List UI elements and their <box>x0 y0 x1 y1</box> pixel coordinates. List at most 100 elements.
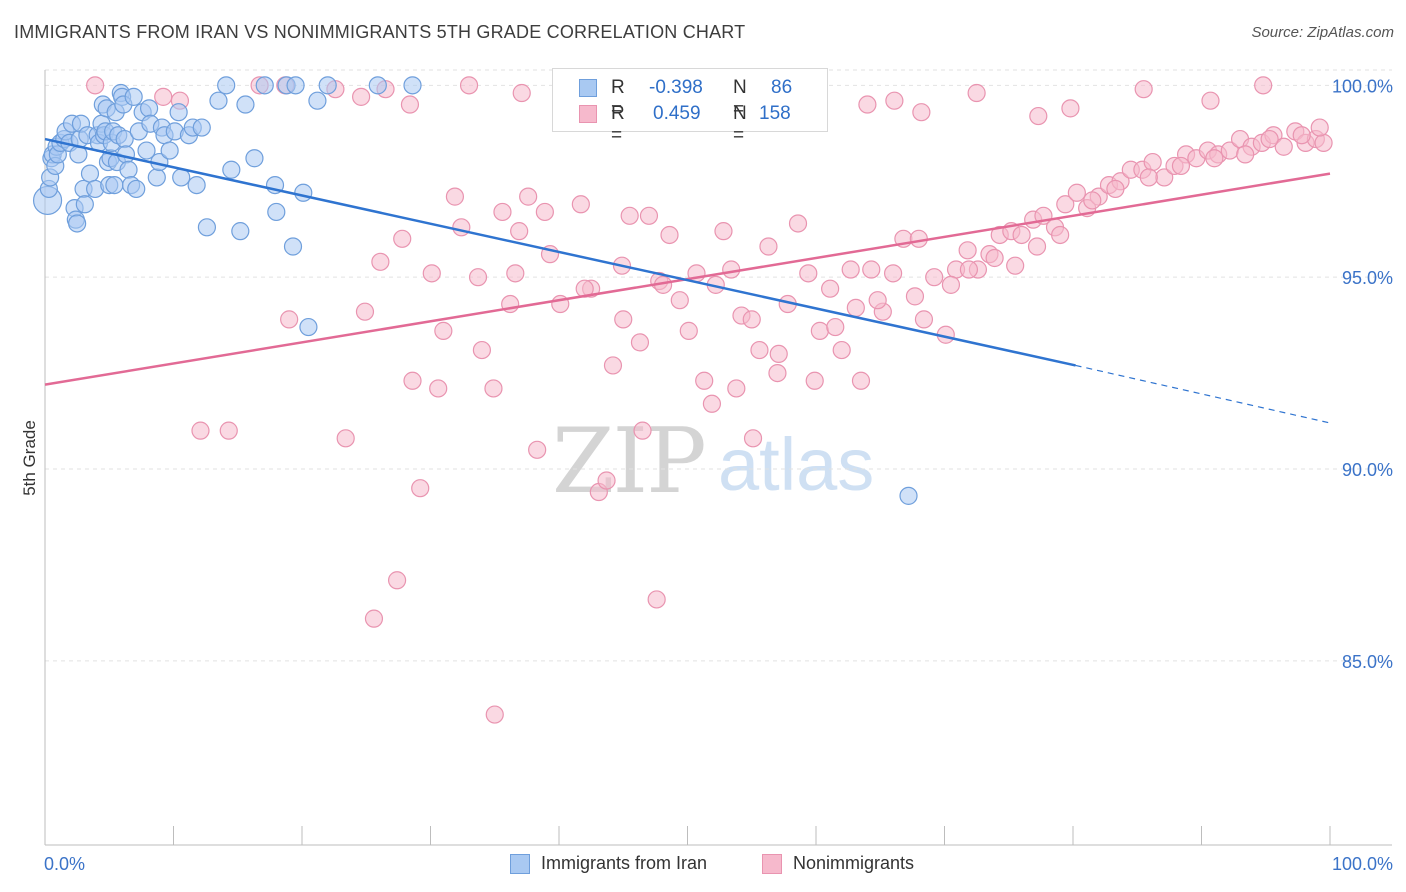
nonimmigrants-point <box>1029 106 1048 126</box>
nonimmigrants-point <box>352 87 371 106</box>
nonimmigrants-point <box>925 268 944 287</box>
iran-point <box>236 95 255 114</box>
iran-point <box>197 218 217 237</box>
nonimmigrants-point <box>633 421 652 440</box>
nonimmigrants-point <box>1134 80 1153 99</box>
nonimmigrants-point <box>1027 237 1047 256</box>
nonimmigrants-point <box>985 248 1004 268</box>
nonimmigrants-point <box>1171 156 1191 176</box>
x-tick-label: 100.0% <box>1332 854 1393 874</box>
nonimmigrants-point <box>868 291 887 310</box>
nonimmigrants-point <box>630 333 650 352</box>
iran-point <box>308 91 327 110</box>
nonimmigrants-points <box>86 76 1333 724</box>
nonimmigrants-point <box>846 298 865 317</box>
iran-point <box>283 237 303 256</box>
iran-point <box>169 103 188 122</box>
nonimmigrants-point <box>154 87 173 106</box>
nonimmigrants-point <box>750 340 769 360</box>
series-label-nonimmigrants: Nonimmigrants <box>793 853 915 873</box>
watermark-atlas: atlas <box>718 423 874 506</box>
axis-labels: 85.0% 90.0% 95.0% 100.0% 0.0% 100.0% 5th Grade <box>20 76 1393 874</box>
nonimmigrants-point <box>722 260 741 279</box>
nonimmigrants-point <box>535 202 554 222</box>
nonimmigrants-point <box>759 237 778 256</box>
nonimmigrants-point <box>1260 129 1279 149</box>
iran-point <box>899 486 918 505</box>
nonimmigrants-point <box>909 229 928 248</box>
iran-point <box>80 164 100 183</box>
nonimmigrants-point <box>403 371 422 390</box>
watermark: ZIP atlas <box>552 409 874 514</box>
iran-point <box>294 183 313 202</box>
nonimmigrants-point <box>714 222 733 241</box>
iran-point <box>222 160 241 179</box>
nonimmigrants-point <box>1236 145 1255 164</box>
nonimmigrants-point <box>364 609 384 628</box>
nonimmigrants-point <box>862 260 881 279</box>
nonimmigrants-point <box>805 371 824 390</box>
nonimmigrants-point <box>468 268 488 287</box>
nonimmigrants-point <box>493 202 512 222</box>
nonimmigrants-point <box>191 421 210 440</box>
nonimmigrants-point <box>400 95 420 114</box>
nonimmigrants-point <box>1006 256 1025 275</box>
legend-n-label: N = <box>733 77 747 120</box>
nonimmigrants-point <box>445 187 465 206</box>
nonimmigrants-point <box>1274 137 1293 156</box>
x-tick-label: 0.0% <box>44 854 85 874</box>
nonimmigrants-point <box>512 83 531 103</box>
legend-r-label: R = <box>611 103 625 146</box>
nonimmigrants-point <box>1012 225 1031 245</box>
nonimmigrants-point <box>841 260 860 279</box>
nonimmigrants-point <box>597 471 616 490</box>
nonimmigrants-point <box>810 321 829 340</box>
nonimmigrants-point <box>219 421 238 440</box>
trend-lines <box>44 137 1331 424</box>
nonimmigrants-point <box>452 218 471 237</box>
series-swatch-nonimmigrants <box>762 854 782 874</box>
iran-point <box>231 222 250 241</box>
nonimmigrants-point <box>914 310 934 329</box>
nonimmigrants-point <box>1056 195 1075 214</box>
iran-point <box>124 87 143 106</box>
chart-title: IMMIGRANTS FROM IRAN VS NONIMMIGRANTS 5T… <box>14 22 746 42</box>
nonimmigrants-point <box>484 379 503 398</box>
nonimmigrants-point <box>768 363 787 383</box>
nonimmigrants-point <box>387 571 407 590</box>
iran-trend-extension <box>1075 364 1331 424</box>
nonimmigrants-point <box>393 229 412 248</box>
nonimmigrants-point <box>883 264 903 283</box>
y-tick-label: 100.0% <box>1332 76 1393 96</box>
nonimmigrants-point <box>280 310 299 329</box>
legend-r-value: -0.398 <box>649 77 703 98</box>
nonimmigrants-point <box>371 252 390 271</box>
nonimmigrants-point <box>528 440 547 459</box>
nonimmigrants-point <box>86 76 105 95</box>
nonimmigrants-point <box>485 705 504 724</box>
nonimmigrants-point <box>434 321 453 340</box>
nonimmigrants-point <box>967 83 986 103</box>
nonimmigrants-point <box>1205 149 1224 168</box>
nonimmigrants-point <box>788 214 808 233</box>
legend-n-value: 158 <box>759 103 791 124</box>
iran-point <box>209 91 228 110</box>
iran-point <box>147 168 166 187</box>
y-tick-label: 95.0% <box>1342 268 1393 288</box>
nonimmigrants-point <box>1106 179 1125 199</box>
nonimmigrants-point <box>1310 118 1329 137</box>
legend-r-label: R = <box>611 77 625 120</box>
nonimmigrants-point <box>647 590 666 609</box>
iran-trend-line <box>44 137 1076 367</box>
nonimmigrants-point <box>885 91 904 110</box>
nonimmigrants-point <box>660 225 679 245</box>
nonimmigrants-point <box>1067 183 1086 202</box>
nonimmigrants-point <box>519 187 538 206</box>
nonimmigrants-point <box>1292 126 1311 145</box>
nonimmigrants-point <box>821 279 840 298</box>
iran-point <box>245 149 264 168</box>
iran-point <box>160 141 179 160</box>
legend-r-value: 0.459 <box>653 103 701 124</box>
iran-point <box>137 141 156 160</box>
